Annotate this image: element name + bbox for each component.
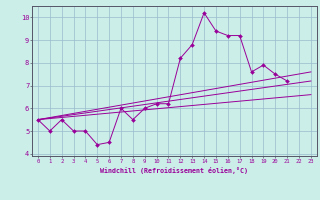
X-axis label: Windchill (Refroidissement éolien,°C): Windchill (Refroidissement éolien,°C) — [100, 167, 248, 174]
